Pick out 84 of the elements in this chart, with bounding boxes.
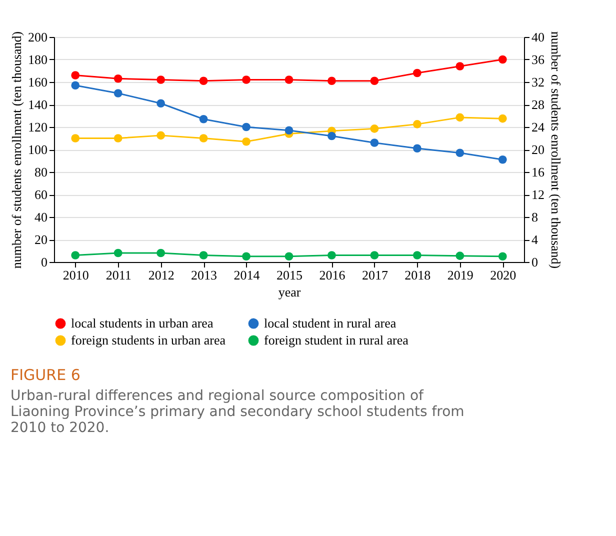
y2-tick-label: 16 — [532, 164, 545, 180]
x-tick-label: 2019 — [447, 268, 474, 282]
x-tick-label: 2016 — [319, 268, 346, 282]
y2-tick-label: 24 — [532, 120, 545, 134]
y-tick-label: 180 — [28, 52, 48, 67]
point — [413, 68, 422, 78]
y2-tick-label: 32 — [532, 74, 544, 90]
point — [71, 134, 80, 142]
x-tick-label: 2013 — [191, 268, 218, 282]
y-tick-label: 80 — [34, 164, 48, 180]
legend-label: foreign students in urban area — [71, 332, 226, 348]
legend-label: local students in urban area — [71, 316, 214, 331]
point — [498, 155, 507, 164]
point — [498, 55, 507, 64]
point — [156, 76, 165, 84]
point — [284, 126, 294, 135]
x-tick-label: 2012 — [148, 268, 174, 282]
y2-tick-label: 20 — [532, 142, 544, 157]
y2-tick-label: 8 — [532, 210, 538, 224]
y2-tick-label: 36 — [532, 52, 545, 67]
point — [456, 148, 464, 158]
point — [242, 252, 250, 261]
y2-tick-label: 28 — [532, 97, 544, 112]
point — [370, 76, 379, 86]
point — [156, 131, 165, 140]
point — [413, 144, 422, 153]
y-tick-label: 20 — [34, 232, 48, 247]
y-axis-title: number of students enrollment (ten thousand) — [9, 31, 24, 269]
point — [156, 99, 165, 108]
point — [199, 251, 208, 260]
y-tick-label: 160 — [28, 74, 48, 90]
point — [370, 138, 379, 147]
y-tick-label: 0 — [41, 254, 48, 270]
text: FIGURE 6 — [10, 366, 80, 384]
point — [456, 113, 464, 122]
point — [114, 134, 122, 142]
point — [114, 89, 122, 98]
x-tick-label: 2010 — [62, 268, 89, 282]
legend-label: local student in rural area — [264, 316, 396, 331]
point — [71, 81, 80, 90]
point — [498, 114, 507, 123]
y-tick-label: 40 — [34, 210, 48, 224]
y2-axis-title: number of students enrollment (ten thousand) — [548, 31, 564, 269]
point — [413, 120, 422, 128]
y-tick-label: 140 — [28, 97, 48, 112]
y2-tick-label: 0 — [532, 254, 538, 270]
point — [413, 251, 422, 260]
point — [71, 251, 80, 260]
point — [370, 124, 379, 133]
point — [199, 114, 208, 124]
point — [199, 134, 208, 142]
point — [242, 76, 250, 84]
point — [114, 248, 122, 258]
point — [71, 71, 80, 80]
point — [199, 76, 208, 86]
point — [156, 248, 165, 258]
point — [242, 137, 250, 146]
point — [284, 76, 294, 84]
point — [456, 252, 464, 260]
x-tick-label: 2014 — [234, 268, 260, 282]
point — [328, 251, 336, 260]
point — [114, 74, 122, 83]
point — [498, 252, 507, 261]
y2-tick-label: 4 — [532, 232, 538, 247]
y2-tick-label: 12 — [532, 187, 544, 202]
point — [456, 62, 464, 70]
x-tick-label: 2017 — [362, 268, 388, 282]
x-tick-label: 2011 — [106, 268, 132, 282]
point — [328, 76, 336, 86]
x-tick-label: 2020 — [490, 268, 516, 282]
point — [284, 252, 294, 261]
point — [370, 251, 379, 260]
x-tick-label: 2018 — [404, 268, 431, 282]
y-tick-label: 100 — [28, 142, 48, 157]
y-tick-label: 60 — [34, 187, 48, 202]
point — [328, 132, 336, 140]
x-axis-title: year — [278, 284, 302, 300]
text: Urban-rural differences and regional source composition of Liaoning Province’s primary and secondary school students from 2010 to 2020. — [10, 388, 464, 436]
point — [242, 122, 250, 132]
legend-label: foreign student in rural area — [264, 332, 409, 348]
y2-tick-label: 40 — [532, 30, 544, 44]
y-tick-label: 120 — [28, 120, 48, 134]
x-tick-label: 2015 — [276, 268, 302, 282]
y-tick-label: 200 — [28, 30, 48, 44]
